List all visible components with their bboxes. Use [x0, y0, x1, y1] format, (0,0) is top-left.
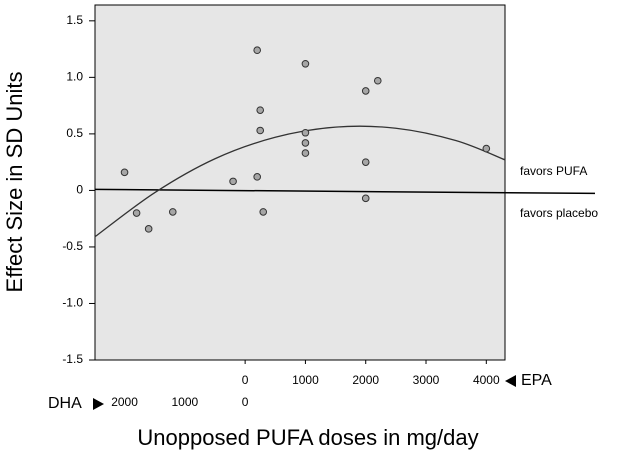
y-tick-label: -1.5	[62, 352, 83, 366]
point	[253, 46, 261, 55]
point	[301, 149, 310, 157]
x2-ticks-title: DHA	[48, 395, 82, 412]
y-axis-label: Effect Size in SD Units	[2, 72, 27, 293]
x-tick-label: 0	[242, 373, 249, 387]
point	[361, 87, 370, 95]
y-tick-label: 0	[76, 183, 83, 197]
point	[259, 208, 268, 216]
point	[301, 59, 310, 68]
x2-tick-label: 0	[242, 395, 249, 409]
fit-curve	[94, 125, 506, 238]
point	[144, 225, 153, 233]
arrow	[93, 398, 104, 410]
point	[301, 139, 310, 147]
point	[482, 144, 491, 153]
point	[132, 209, 141, 217]
point	[256, 106, 265, 114]
x2-tick-label: 2000	[111, 395, 138, 409]
x-ticks-title: EPA	[521, 372, 552, 389]
point	[301, 128, 310, 137]
y-tick-label: -1.0	[62, 296, 83, 310]
x-tick-label: 4000	[473, 373, 500, 387]
y-tick-label: 1.0	[66, 70, 83, 84]
point	[120, 168, 129, 177]
y-tick-label: 0.5	[66, 126, 83, 140]
point	[253, 173, 261, 181]
point	[361, 194, 370, 203]
x-tick-label: 3000	[413, 373, 440, 387]
reference-line	[94, 188, 596, 195]
arrow	[505, 375, 516, 387]
x-tick-label: 1000	[292, 373, 319, 387]
point	[229, 177, 237, 186]
point	[168, 208, 177, 216]
annotation: favors placebo	[520, 206, 598, 220]
annotation: favors PUFA	[520, 164, 587, 178]
x2-tick-label: 1000	[171, 395, 198, 409]
x-axis-label: Unopposed PUFA doses in mg/day	[137, 425, 478, 450]
y-tick-label: -0.5	[62, 239, 83, 253]
point	[373, 76, 382, 85]
y-tick-label: 1.5	[66, 13, 83, 27]
plot-area	[94, 4, 506, 361]
x-tick-label: 2000	[352, 373, 379, 387]
point	[256, 126, 265, 135]
point	[361, 158, 370, 166]
